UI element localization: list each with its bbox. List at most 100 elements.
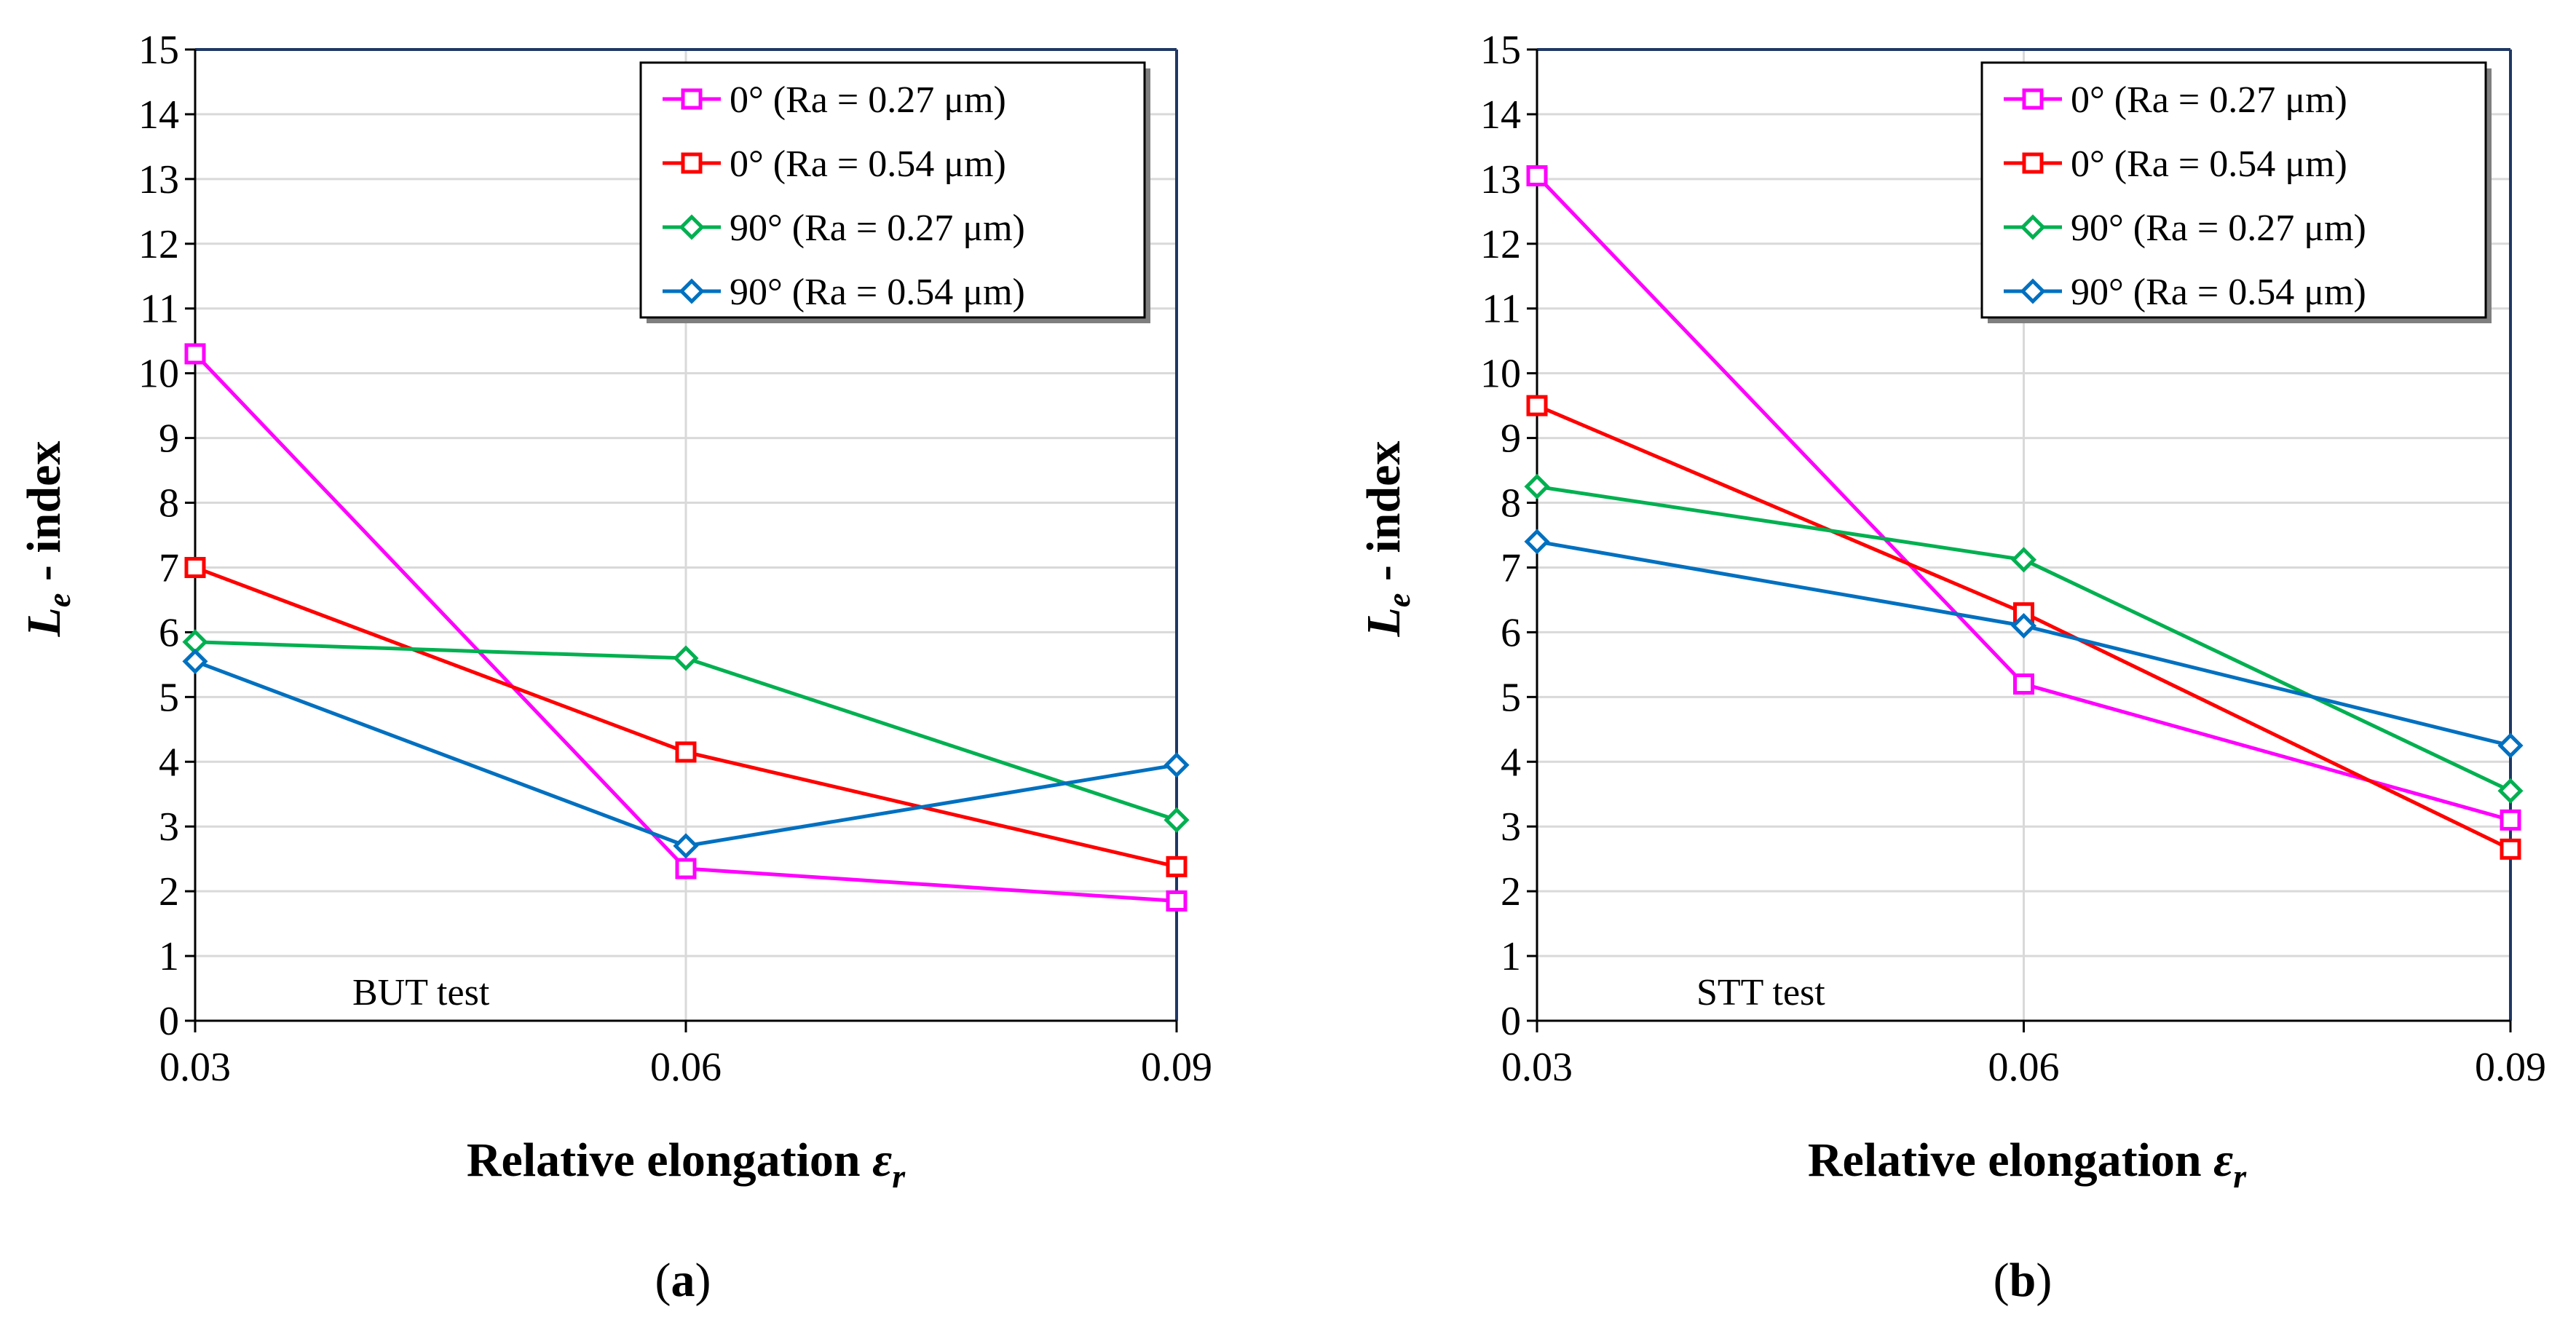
x-tick-label: 0.06 bbox=[1988, 1045, 2060, 1090]
data-point bbox=[1166, 890, 1188, 912]
y-tick-label: 8 bbox=[159, 481, 179, 526]
data-point bbox=[1524, 473, 1550, 499]
data-point bbox=[675, 858, 697, 880]
y-tick-label: 0 bbox=[1501, 999, 1521, 1044]
legend-label: 0° (Ra = 0.54 μm) bbox=[730, 143, 1006, 185]
y-tick-label: 5 bbox=[159, 675, 179, 720]
x-tick-label: 0.09 bbox=[1141, 1045, 1212, 1090]
data-point bbox=[673, 645, 699, 671]
y-tick-label: 15 bbox=[1480, 28, 1521, 73]
legend-marker bbox=[2020, 214, 2046, 240]
test-annotation: BUT test bbox=[352, 972, 490, 1013]
x-tick-label: 0.03 bbox=[1501, 1045, 1573, 1090]
legend: 0° (Ra = 0.27 μm) 0° (Ra = 0.54 μm) 90° (R… bbox=[1980, 61, 2492, 323]
y-tick-label: 8 bbox=[1501, 481, 1521, 526]
legend-item: 90° (Ra = 0.27 μm) bbox=[2004, 207, 2366, 249]
legend-box bbox=[639, 61, 1146, 319]
data-point bbox=[675, 741, 697, 763]
data-point bbox=[1166, 855, 1188, 877]
series-4 bbox=[182, 648, 1190, 859]
y-tick-label: 10 bbox=[138, 352, 179, 397]
x-axis-title: Relative elongation εr bbox=[467, 1134, 906, 1195]
y-tick-label: 9 bbox=[159, 416, 179, 462]
legend: 0° (Ra = 0.27 μm) 0° (Ra = 0.54 μm) 90° (R… bbox=[639, 61, 1150, 323]
y-tick-label: 1 bbox=[1501, 934, 1521, 979]
legend-item: 0° (Ra = 0.27 μm) bbox=[2004, 79, 2347, 121]
y-tick-label: 12 bbox=[1480, 222, 1521, 267]
y-tick-label: 11 bbox=[1482, 287, 1521, 332]
y-tick-label: 5 bbox=[1501, 675, 1521, 720]
data-point bbox=[2497, 732, 2524, 759]
y-tick-label: 6 bbox=[159, 610, 179, 655]
legend-item: 90° (Ra = 0.54 μm) bbox=[2004, 272, 2366, 313]
data-point bbox=[2500, 809, 2521, 831]
data-point bbox=[182, 648, 208, 674]
panel-caption: (a) bbox=[655, 1254, 711, 1307]
legend-item: 0° (Ra = 0.27 μm) bbox=[663, 79, 1006, 121]
series-3 bbox=[1524, 473, 2524, 804]
y-tick-label: 7 bbox=[1501, 545, 1521, 590]
legend-item: 90° (Ra = 0.54 μm) bbox=[663, 272, 1025, 313]
y-tick-label: 13 bbox=[138, 157, 179, 202]
data-point bbox=[2497, 778, 2524, 804]
legend-box bbox=[1980, 61, 2487, 319]
legend-label: 90° (Ra = 0.54 μm) bbox=[2071, 272, 2366, 313]
y-tick-label: 6 bbox=[1501, 610, 1521, 655]
data-point bbox=[1163, 752, 1190, 778]
legend-marker bbox=[2022, 152, 2044, 174]
legend-marker bbox=[2020, 278, 2046, 304]
data-point bbox=[673, 833, 699, 859]
series-1 bbox=[184, 343, 1188, 912]
legend-label: 0° (Ra = 0.27 μm) bbox=[730, 79, 1006, 121]
y-tick-label: 14 bbox=[1480, 92, 1521, 138]
y-tick-label: 9 bbox=[1501, 416, 1521, 462]
legend-marker bbox=[2022, 88, 2044, 110]
y-tick-label: 2 bbox=[1501, 869, 1521, 914]
y-tick-label: 0 bbox=[159, 999, 179, 1044]
data-point bbox=[2013, 673, 2034, 695]
y-tick-label: 3 bbox=[1501, 805, 1521, 850]
series-4 bbox=[1524, 529, 2524, 759]
y-tick-label: 12 bbox=[138, 222, 179, 267]
y-tick-label: 14 bbox=[138, 92, 179, 138]
legend-marker bbox=[681, 152, 703, 174]
series-2 bbox=[1526, 395, 2521, 860]
data-point bbox=[2010, 547, 2037, 573]
x-axis-title: Relative elongation εr bbox=[1808, 1134, 2247, 1195]
y-tick-label: 15 bbox=[138, 28, 179, 73]
y-tick-label: 3 bbox=[159, 805, 179, 850]
y-tick-label: 7 bbox=[159, 545, 179, 590]
legend-item: 0° (Ra = 0.54 μm) bbox=[2004, 143, 2347, 185]
y-axis-title: Le - index bbox=[1357, 441, 1417, 638]
y-tick-label: 10 bbox=[1480, 352, 1521, 397]
legend-label: 90° (Ra = 0.27 μm) bbox=[2071, 207, 2366, 249]
y-tick-label: 4 bbox=[1501, 740, 1521, 785]
y-axis-title: Le - index bbox=[17, 441, 77, 638]
y-tick-label: 2 bbox=[159, 869, 179, 914]
legend-label: 0° (Ra = 0.54 μm) bbox=[2071, 143, 2347, 185]
data-point bbox=[184, 556, 206, 578]
legend-item: 0° (Ra = 0.54 μm) bbox=[663, 143, 1006, 185]
panel-caption: (b) bbox=[1994, 1254, 2052, 1307]
legend-marker bbox=[679, 214, 705, 240]
legend-item: 90° (Ra = 0.27 μm) bbox=[663, 207, 1025, 249]
legend-label: 0° (Ra = 0.27 μm) bbox=[2071, 79, 2347, 121]
x-tick-label: 0.06 bbox=[650, 1045, 722, 1090]
legend-label: 90° (Ra = 0.54 μm) bbox=[730, 272, 1025, 313]
x-tick-label: 0.03 bbox=[159, 1045, 231, 1090]
data-point bbox=[2500, 838, 2521, 860]
data-point bbox=[184, 343, 206, 365]
legend-label: 90° (Ra = 0.27 μm) bbox=[730, 207, 1025, 249]
legend-marker bbox=[681, 88, 703, 110]
y-tick-label: 11 bbox=[140, 287, 179, 332]
y-tick-label: 4 bbox=[159, 740, 179, 785]
data-point bbox=[1526, 165, 1548, 186]
test-annotation: STT test bbox=[1696, 972, 1825, 1013]
data-point bbox=[1163, 807, 1190, 833]
data-point bbox=[1524, 529, 1550, 555]
